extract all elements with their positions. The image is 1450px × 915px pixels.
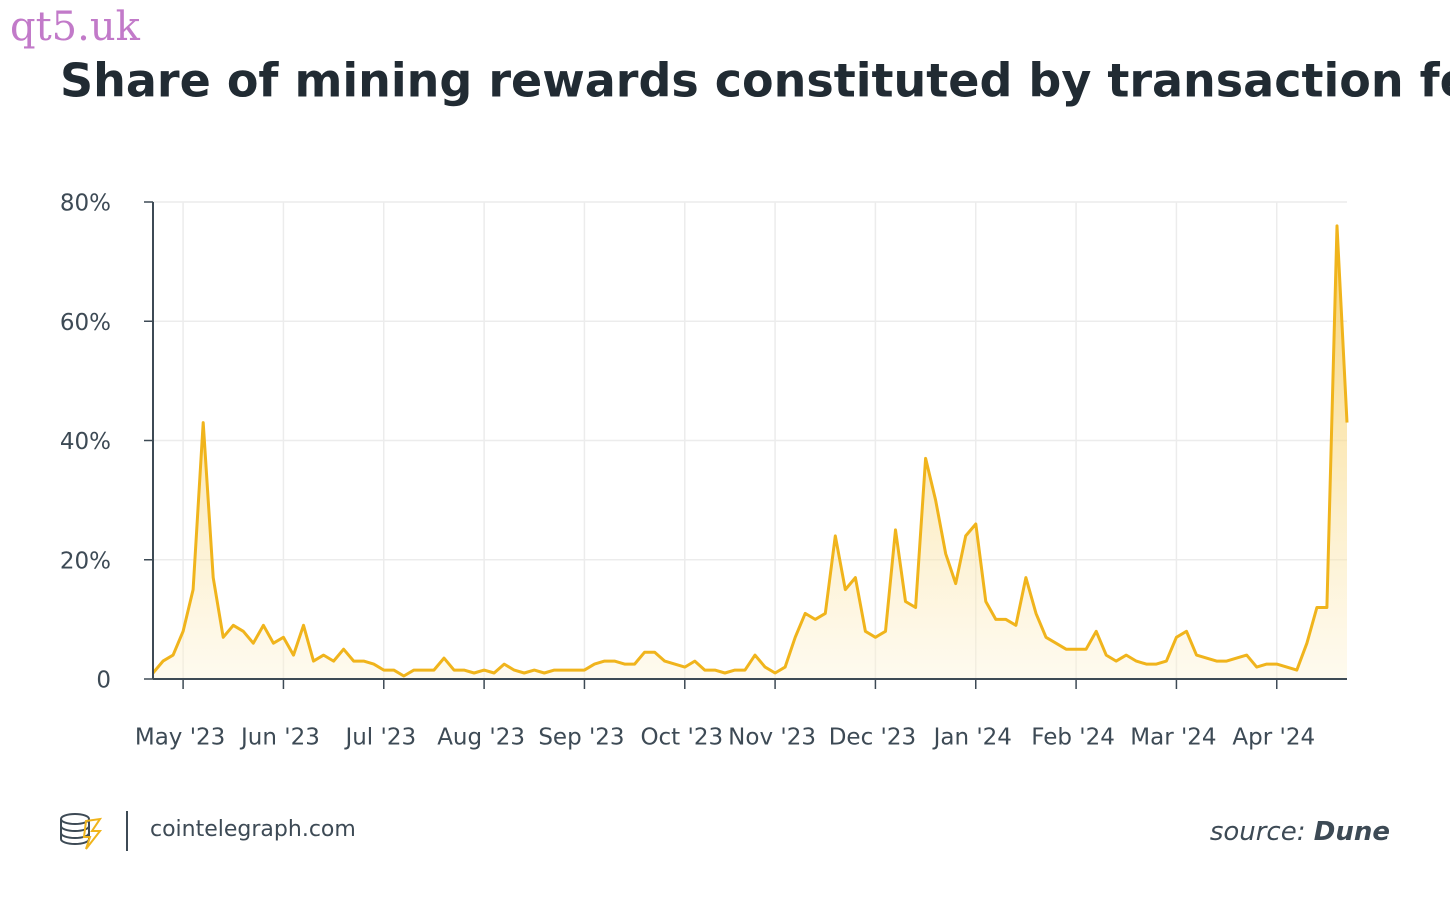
x-tick-label: Aug '23 [437,725,525,751]
source-label: source: [1210,817,1306,847]
x-tick-label: Nov '23 [728,725,816,751]
line [151,224,1349,678]
chart-title: Share of mining rewards constituted by t… [60,54,1450,108]
y-tick-label: 0 [96,668,111,694]
y-tick-label: 40% [60,429,111,455]
y-tick-label: 20% [60,548,111,574]
plot-area: 0 20% 40% 60% 80% May '23 Jun '23 Jul '23 Aug '2… [60,191,1349,751]
x-tick-label: Feb '24 [1031,725,1115,751]
source: source: Dune [1210,817,1390,847]
x-tick-label: Dec '23 [829,725,916,751]
footer-site: cointelegraph.com [150,817,356,842]
area [153,225,1347,679]
x-tick-label: Jun '23 [239,725,320,751]
y-tick-label: 60% [60,310,111,336]
watermark: qt5.uk [10,4,141,50]
x-tick-label: Mar '24 [1130,725,1216,751]
logo [60,813,103,850]
x-tick-label: Oct '23 [640,725,723,751]
x-tick-label: Jan '24 [932,725,1012,751]
x-tick-label: May '23 [135,725,225,751]
source-name: Dune [1314,817,1390,847]
x-tick-label: Jul '23 [343,725,416,751]
x-tick-label: Sep '23 [538,725,624,751]
x-tick-label: Apr '24 [1232,725,1315,751]
y-tick-label: 80% [60,191,111,217]
